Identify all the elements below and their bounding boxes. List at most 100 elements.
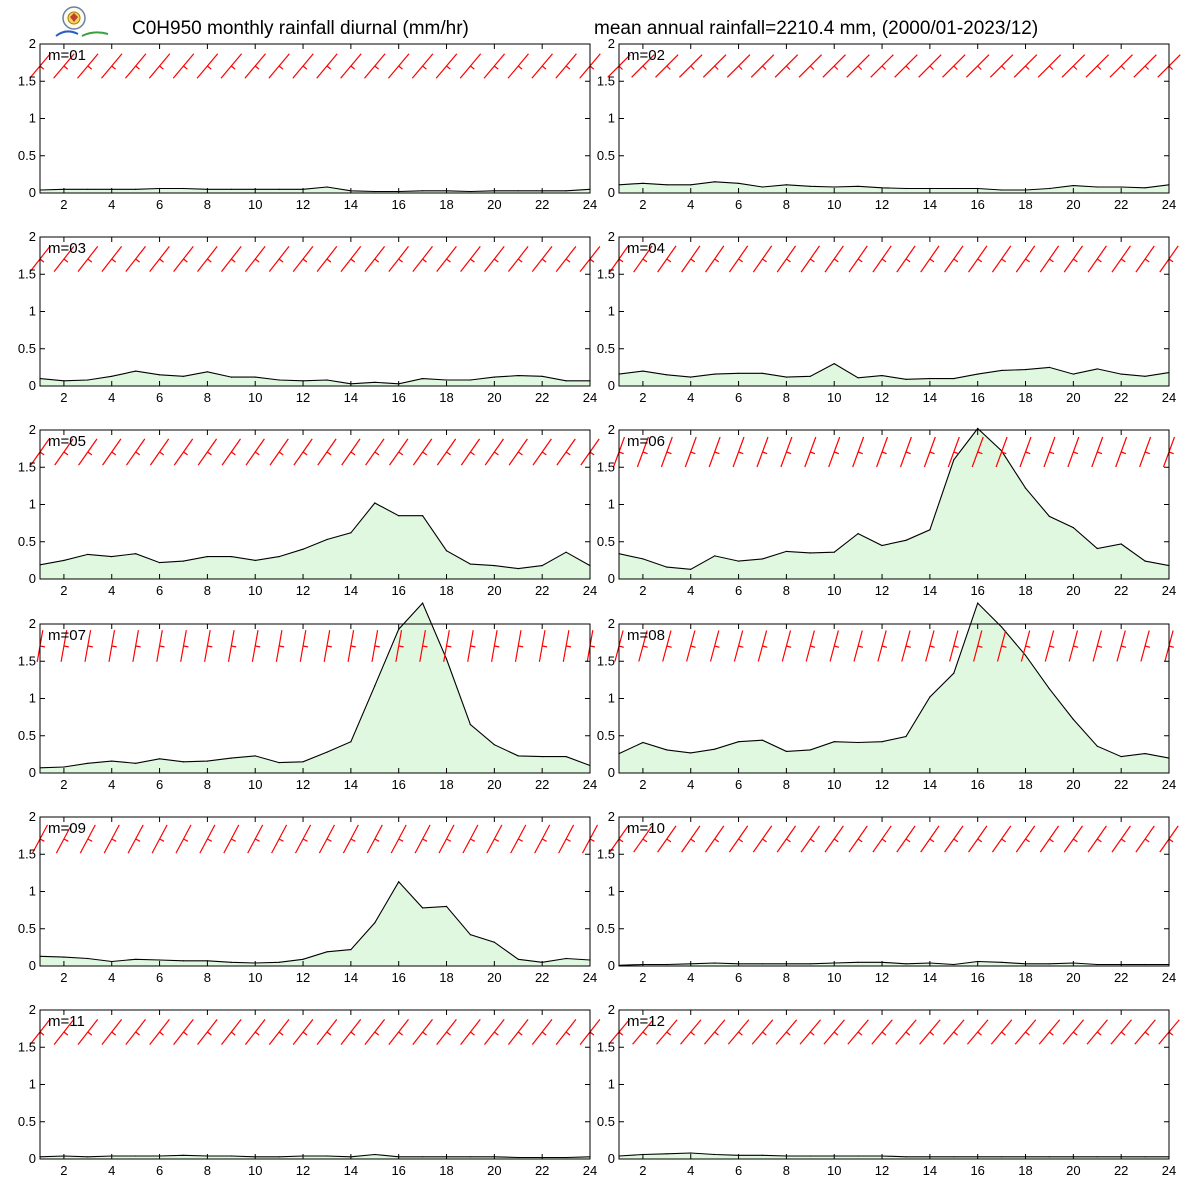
y-tick-label: 0	[608, 185, 615, 200]
x-tick-label: 2	[60, 777, 67, 792]
data-point	[953, 378, 955, 380]
data-point	[738, 741, 740, 743]
wind-barb-tick	[738, 451, 744, 455]
y-tick-label: 1	[608, 497, 615, 512]
data-point	[230, 1155, 232, 1157]
x-tick-label: 12	[296, 970, 310, 985]
wind-barb-tick	[493, 451, 499, 456]
data-point	[881, 375, 883, 377]
wind-barb-tick	[738, 65, 743, 70]
wind-barb	[1115, 436, 1128, 468]
wind-barb-tick	[738, 645, 744, 648]
wind-barb-tick	[254, 838, 260, 842]
data-point	[785, 550, 788, 553]
wind-barb-tick	[541, 258, 547, 263]
x-tick-label: 16	[391, 197, 405, 212]
wind-barb-tick	[1001, 1031, 1006, 1036]
wind-barb-tick	[1144, 1031, 1150, 1036]
data-point	[1024, 654, 1027, 656]
wind-barb-tick	[714, 838, 720, 843]
wind-barb	[531, 1019, 553, 1045]
wind-barb-tick	[1049, 1031, 1054, 1036]
wind-barb	[124, 53, 147, 79]
data-point	[159, 562, 161, 564]
data-point	[1001, 1156, 1003, 1158]
x-tick-label: 12	[875, 197, 889, 212]
wind-barb-tick	[666, 65, 671, 70]
data-point	[857, 961, 859, 963]
wind-barb-tick	[785, 65, 791, 70]
wind-barb-tick	[881, 451, 887, 455]
y-tick-label: 1.5	[597, 1039, 615, 1054]
data-point	[350, 532, 352, 534]
rainfall-area	[619, 363, 1169, 386]
data-point	[182, 1154, 185, 1156]
data-point	[135, 188, 137, 190]
wind-barb-tick	[350, 65, 356, 70]
data-point	[278, 762, 280, 764]
panel-label: m=10	[627, 820, 665, 837]
wind-barb-tick	[738, 258, 744, 263]
wind-barb-tick	[809, 838, 815, 843]
x-tick-label: 6	[735, 970, 742, 985]
wind-barb	[1087, 825, 1107, 853]
data-point	[422, 1156, 424, 1158]
x-tick-label: 22	[1114, 390, 1128, 405]
x-tick-label: 10	[248, 777, 262, 792]
wind-barb-tick	[207, 451, 212, 456]
wind-barb	[318, 824, 336, 854]
wind-barb-tick	[446, 451, 451, 456]
wind-barb-tick	[470, 1031, 475, 1036]
wind-barb-tick	[230, 65, 236, 70]
wind-barb-tick	[1168, 1031, 1174, 1036]
wind-barb-tick	[953, 838, 959, 843]
wind-barb-tick	[833, 451, 840, 455]
x-tick-label: 18	[439, 197, 453, 212]
wind-barb-tick	[374, 258, 380, 263]
wind-barb-tick	[254, 451, 260, 456]
data-point	[1144, 560, 1146, 562]
wind-barb	[508, 438, 528, 466]
y-tick-label: 0.5	[597, 148, 615, 163]
y-tick-label: 0.5	[18, 921, 36, 936]
x-tick-label: 14	[923, 777, 937, 792]
x-tick-label: 14	[344, 197, 358, 212]
x-tick-label: 4	[108, 970, 115, 985]
wind-barb-tick	[326, 65, 332, 70]
data-point	[469, 724, 471, 726]
rainfall-line	[39, 502, 591, 570]
rainfall-area	[619, 961, 1169, 966]
wind-barb	[55, 824, 72, 854]
wind-barb	[1140, 630, 1150, 662]
y-tick-label: 1.5	[597, 266, 615, 281]
wind-barb-tick	[833, 258, 839, 263]
x-tick-label: 12	[875, 1163, 889, 1178]
y-tick-label: 0.5	[597, 728, 615, 743]
wind-barb-tick	[905, 65, 910, 70]
wind-barb-tick	[786, 838, 791, 843]
wind-barb	[347, 630, 355, 662]
wind-barb-tick	[642, 451, 648, 455]
y-tick-label: 1	[608, 1077, 615, 1092]
data-point	[857, 533, 859, 535]
x-tick-label: 20	[487, 583, 501, 598]
rainfall-area	[40, 603, 590, 773]
x-tick-label: 22	[535, 1163, 549, 1178]
data-point	[881, 741, 883, 743]
wind-barb-tick	[690, 838, 696, 843]
wind-barb-tick	[714, 645, 720, 648]
data-point	[953, 963, 955, 966]
wind-barb-tick	[714, 65, 719, 70]
data-point	[761, 963, 764, 965]
data-point	[135, 1155, 137, 1157]
data-point	[1120, 756, 1122, 758]
wind-barb-tick	[977, 258, 983, 263]
x-tick-label: 16	[391, 1163, 405, 1178]
wind-barb-tick	[278, 838, 284, 842]
panel-label: m=03	[48, 240, 86, 257]
x-tick-label: 2	[60, 970, 67, 985]
data-point	[714, 181, 716, 183]
wind-barb-tick	[690, 1031, 695, 1036]
data-point	[302, 548, 304, 550]
